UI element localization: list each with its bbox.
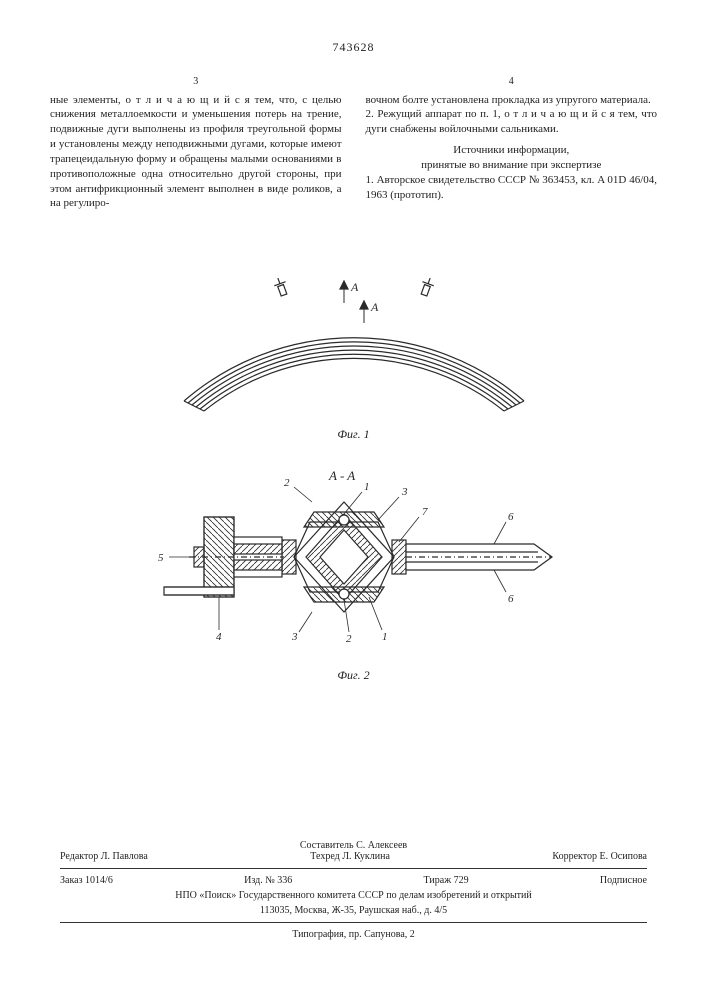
figures-area: A A Фиг. 1 A - A bbox=[50, 251, 657, 683]
svg-text:1: 1 bbox=[382, 631, 388, 643]
page: 743628 3 ные элементы, о т л и ч а ю щ и… bbox=[0, 0, 707, 1000]
order-1: Заказ 1014/6 bbox=[60, 875, 113, 886]
svg-text:A - A: A - A bbox=[328, 468, 355, 483]
left-col-num: 3 bbox=[50, 75, 342, 89]
sources-line: принятые во внимание при экспертизе bbox=[421, 159, 601, 171]
svg-text:5: 5 bbox=[158, 552, 164, 564]
addr1: НПО «Поиск» Государственного комитета СС… bbox=[60, 890, 647, 901]
svg-text:6: 6 bbox=[508, 511, 514, 523]
order-4: Подписное bbox=[600, 875, 647, 886]
editor: Редактор Л. Павлова bbox=[60, 851, 148, 862]
corrector: Корректор Е. Осипова bbox=[552, 851, 647, 862]
svg-text:A: A bbox=[350, 280, 359, 294]
printer: Типография, пр. Сапунова, 2 bbox=[60, 929, 647, 940]
right-text-1: вочном болте установлена прокладка из уп… bbox=[366, 94, 651, 106]
techred: Техред Л. Куклина bbox=[310, 851, 390, 862]
figure-2: A - A bbox=[134, 462, 574, 662]
right-col-num: 4 bbox=[366, 75, 658, 89]
footer: Составитель С. Алексеев Редактор Л. Павл… bbox=[60, 836, 647, 940]
patent-number: 743628 bbox=[50, 40, 657, 55]
svg-text:2: 2 bbox=[284, 477, 290, 489]
order-3: Тираж 729 bbox=[424, 875, 469, 886]
addr2: 113035, Москва, Ж-35, Раушская наб., д. … bbox=[60, 905, 647, 916]
svg-text:4: 4 bbox=[216, 631, 222, 643]
left-column: 3 ные элементы, о т л и ч а ю щ и й с я … bbox=[50, 75, 342, 211]
sources-title: Источники информации, bbox=[453, 144, 569, 156]
svg-text:7: 7 bbox=[422, 506, 428, 518]
svg-text:3: 3 bbox=[291, 631, 298, 643]
composer: Составитель С. Алексеев bbox=[60, 840, 647, 851]
order-2: Изд. № 336 bbox=[244, 875, 292, 886]
svg-text:3: 3 bbox=[401, 486, 408, 498]
source-1: 1. Авторское свидетельство СССР № 363453… bbox=[366, 174, 658, 201]
right-column: 4 вочном болте установлена прокладка из … bbox=[366, 75, 658, 211]
fig2-label: Фиг. 2 bbox=[50, 668, 657, 683]
fig1-label: Фиг. 1 bbox=[50, 427, 657, 442]
left-text: ные элементы, о т л и ч а ю щ и й с я те… bbox=[50, 94, 342, 210]
svg-text:A: A bbox=[370, 300, 379, 314]
right-text-2: 2. Режущий аппарат по п. 1, о т л и ч а … bbox=[366, 108, 658, 135]
svg-text:6: 6 bbox=[508, 593, 514, 605]
text-columns: 3 ные элементы, о т л и ч а ю щ и й с я … bbox=[50, 75, 657, 211]
svg-text:1: 1 bbox=[364, 481, 370, 493]
svg-text:2: 2 bbox=[346, 633, 352, 645]
figure-1: A A bbox=[144, 251, 564, 421]
